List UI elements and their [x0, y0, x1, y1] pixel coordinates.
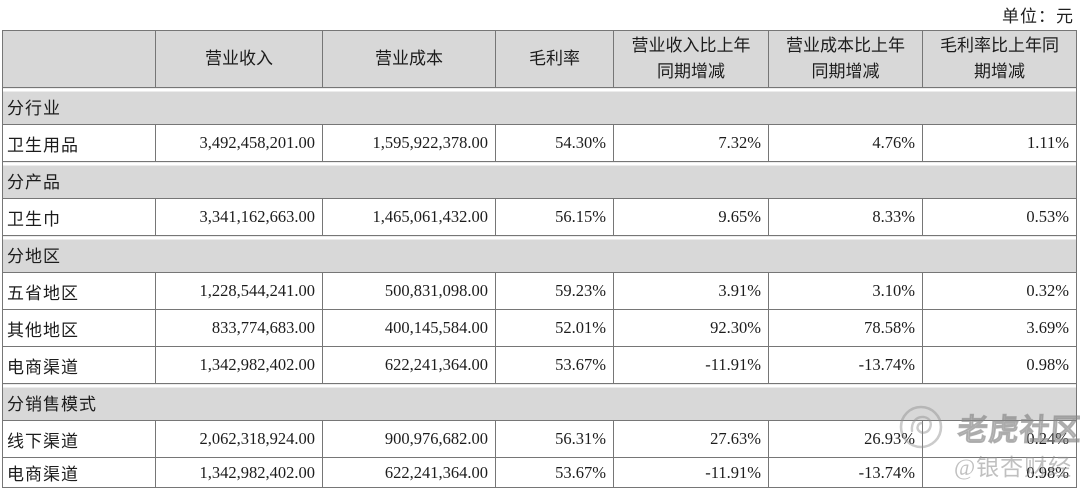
- cell-cost: 1,465,061,432.00: [322, 198, 496, 236]
- cell-cost-yoy-change: -13.74%: [768, 457, 923, 488]
- column-header-gross-margin: 毛利率: [495, 30, 614, 88]
- cell-cost-yoy-change: 26.93%: [768, 420, 923, 458]
- section-row-by-product: 分产品: [2, 161, 1077, 199]
- table-row-five-provinces: 五省地区 1,228,544,241.00 500,831,098.00 59.…: [2, 272, 1077, 310]
- cell-revenue-yoy-change: 27.63%: [613, 420, 769, 458]
- table-row-offline-channel: 线下渠道 2,062,318,924.00 900,976,682.00 56.…: [2, 420, 1077, 458]
- cell-revenue-yoy-change: -11.91%: [613, 457, 769, 488]
- unit-label: 单位：元: [1002, 7, 1074, 26]
- cell-cost-yoy-change: -13.74%: [768, 346, 923, 384]
- column-header-category: [2, 30, 156, 88]
- cell-cost-yoy-change: 8.33%: [768, 198, 923, 236]
- table-row-ecommerce-channel-model: 电商渠道 1,342,982,402.00 622,241,364.00 53.…: [2, 457, 1077, 488]
- cell-cost: 500,831,098.00: [322, 272, 496, 310]
- cell-gross-margin: 59.23%: [495, 272, 614, 310]
- table-row-hygiene-products: 卫生用品 3,492,458,201.00 1,595,922,378.00 5…: [2, 124, 1077, 162]
- row-label: 电商渠道: [2, 346, 156, 384]
- cell-revenue-yoy-change: 3.91%: [613, 272, 769, 310]
- section-row-by-industry: 分行业: [2, 87, 1077, 125]
- cell-revenue: 3,492,458,201.00: [155, 124, 323, 162]
- financial-breakdown-table: 营业收入 营业成本 毛利率 营业收入比上年 同期增减 营业成本比上年 同期增减 …: [2, 30, 1077, 488]
- cell-margin-yoy-change: 0.98%: [922, 346, 1077, 384]
- cell-cost-yoy-change: 4.76%: [768, 124, 923, 162]
- cell-cost-yoy-change: 78.58%: [768, 309, 923, 347]
- section-label: 分产品: [2, 161, 1077, 199]
- cell-cost-yoy-change: 3.10%: [768, 272, 923, 310]
- section-label: 分行业: [2, 87, 1077, 125]
- cell-revenue-yoy-change: 92.30%: [613, 309, 769, 347]
- cell-gross-margin: 54.30%: [495, 124, 614, 162]
- cell-revenue: 1,228,544,241.00: [155, 272, 323, 310]
- section-label: 分地区: [2, 235, 1077, 273]
- row-label: 线下渠道: [2, 420, 156, 458]
- table-row-ecommerce-channel-region: 电商渠道 1,342,982,402.00 622,241,364.00 53.…: [2, 346, 1077, 384]
- section-label: 分销售模式: [2, 383, 1077, 421]
- table-row-sanitary-napkins: 卫生巾 3,341,162,663.00 1,465,061,432.00 56…: [2, 198, 1077, 236]
- cell-revenue-yoy-change: -11.91%: [613, 346, 769, 384]
- cell-revenue: 2,062,318,924.00: [155, 420, 323, 458]
- cell-gross-margin: 52.01%: [495, 309, 614, 347]
- cell-margin-yoy-change: 3.69%: [922, 309, 1077, 347]
- cell-revenue-yoy-change: 9.65%: [613, 198, 769, 236]
- cell-margin-yoy-change: 1.11%: [922, 124, 1077, 162]
- section-row-by-region: 分地区: [2, 235, 1077, 273]
- cell-gross-margin: 53.67%: [495, 457, 614, 488]
- cell-gross-margin: 56.31%: [495, 420, 614, 458]
- cell-gross-margin: 56.15%: [495, 198, 614, 236]
- table-row-other-regions: 其他地区 833,774,683.00 400,145,584.00 52.01…: [2, 309, 1077, 347]
- cell-margin-yoy-change: 0.24%: [922, 420, 1077, 458]
- cell-revenue-yoy-change: 7.32%: [613, 124, 769, 162]
- column-header-revenue: 营业收入: [155, 30, 323, 88]
- column-header-revenue-yoy-change: 营业收入比上年 同期增减: [613, 30, 769, 88]
- column-header-margin-yoy-change: 毛利率比上年同 期增减: [922, 30, 1077, 88]
- cell-cost: 622,241,364.00: [322, 457, 496, 488]
- column-header-cost-yoy-change: 营业成本比上年 同期增减: [768, 30, 923, 88]
- cell-gross-margin: 53.67%: [495, 346, 614, 384]
- column-header-cost: 营业成本: [322, 30, 496, 88]
- row-label: 五省地区: [2, 272, 156, 310]
- cell-revenue: 1,342,982,402.00: [155, 346, 323, 384]
- cell-cost: 1,595,922,378.00: [322, 124, 496, 162]
- row-label: 电商渠道: [2, 457, 156, 488]
- section-row-by-sales-model: 分销售模式: [2, 383, 1077, 421]
- cell-cost: 622,241,364.00: [322, 346, 496, 384]
- cell-cost: 400,145,584.00: [322, 309, 496, 347]
- row-label: 其他地区: [2, 309, 156, 347]
- table-header-row: 营业收入 营业成本 毛利率 营业收入比上年 同期增减 营业成本比上年 同期增减 …: [2, 30, 1077, 88]
- cell-revenue: 833,774,683.00: [155, 309, 323, 347]
- cell-margin-yoy-change: 0.53%: [922, 198, 1077, 236]
- cell-margin-yoy-change: 0.32%: [922, 272, 1077, 310]
- row-label: 卫生巾: [2, 198, 156, 236]
- row-label: 卫生用品: [2, 124, 156, 162]
- cell-cost: 900,976,682.00: [322, 420, 496, 458]
- cell-revenue: 1,342,982,402.00: [155, 457, 323, 488]
- cell-margin-yoy-change: 0.98%: [922, 457, 1077, 488]
- cell-revenue: 3,341,162,663.00: [155, 198, 323, 236]
